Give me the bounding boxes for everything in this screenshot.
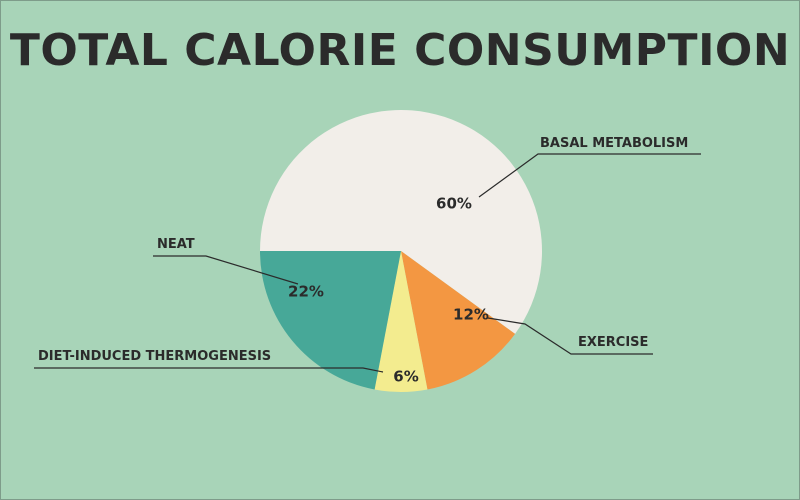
category-labels: BASAL METABOLISM EXERCISE DIET-INDUCED THE… xyxy=(38,136,688,364)
pct-label-neat: 22% xyxy=(288,283,324,301)
category-label-exercise: EXERCISE xyxy=(578,335,648,350)
chart-title: TOTAL CALORIE CONSUMPTION xyxy=(9,25,791,76)
leader-line-diet-induced-thermogenesis xyxy=(34,367,384,373)
leader-lines xyxy=(34,153,701,373)
pct-label-exercise: 12% xyxy=(453,306,489,324)
pct-label-diet-induced-thermogenesis: 6% xyxy=(393,368,418,386)
pie-slice-basal-metabolism xyxy=(260,110,542,334)
pie-slice-diet-induced-thermogenesis xyxy=(374,251,428,392)
category-label-basal-metabolism: BASAL METABOLISM xyxy=(540,136,688,151)
category-label-neat: NEAT xyxy=(157,237,195,252)
leader-line-exercise xyxy=(487,317,653,355)
category-label-diet-induced-thermogenesis: DIET-INDUCED THERMOGENESIS xyxy=(38,349,271,364)
pie-slice-neat xyxy=(260,251,401,390)
percentage-labels: 60% 12% 6% 22% xyxy=(288,195,489,386)
pie-slices xyxy=(260,110,542,392)
leader-line-neat xyxy=(153,255,299,285)
leader-line-basal-metabolism xyxy=(478,153,701,198)
pct-label-basal-metabolism: 60% xyxy=(436,195,472,213)
pie-slice-exercise xyxy=(401,251,516,390)
